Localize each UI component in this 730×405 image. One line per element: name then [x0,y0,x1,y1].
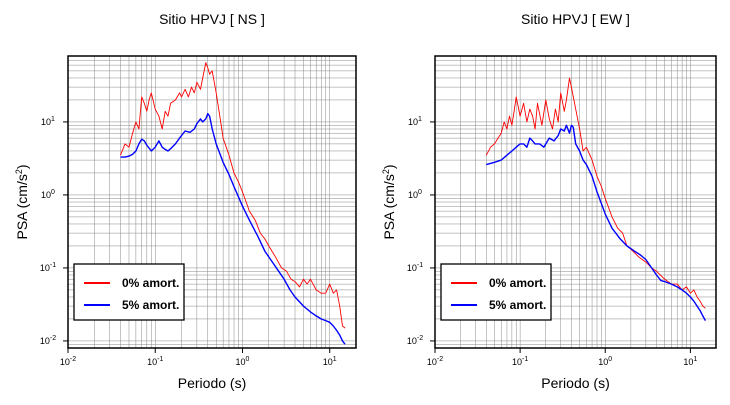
x-tick-exponent: 1 [693,356,697,363]
x-tick-base: 10 [683,357,693,367]
y-axis-label: PSA (cm/s2) [381,164,397,239]
series-line-blue [120,112,346,345]
x-tick-base: 10 [323,357,333,367]
x-tick-label: 10-2 [427,356,443,367]
legend: 0% amort. 5% amort. [440,263,552,321]
y-tick-exponent: -1 [417,262,423,269]
y-tick-label: 100 [41,189,55,200]
y-tick-base: 10 [407,336,417,346]
x-tick-exponent: -2 [437,356,443,363]
y-tick-label: 10-1 [407,262,423,273]
legend-label: 0% amort. [489,276,546,290]
y-tick-exponent: 0 [51,189,55,196]
x-axis-label: Periodo (s) [541,375,609,391]
legend-box [440,263,552,321]
y-tick-exponent: -2 [417,335,423,342]
legend-label: 5% amort. [122,298,179,312]
series-line-blue [486,124,707,321]
plot-frame [434,55,717,349]
plot-frame [67,55,357,349]
x-tick-label: 100 [236,356,250,367]
y-tick-exponent: -2 [50,335,56,342]
x-tick-label: 10-1 [147,356,163,367]
legend: 0% amort. 5% amort. [73,263,185,321]
y-tick-exponent: 1 [51,116,55,123]
x-tick-exponent: -1 [522,356,528,363]
series-line-red [120,62,346,329]
y-tick-exponent: 1 [418,116,422,123]
x-tick-exponent: 1 [333,356,337,363]
x-tick-base: 10 [512,357,522,367]
y-tick-base: 10 [407,263,417,273]
x-tick-label: 101 [683,356,697,367]
x-tick-label: 10-2 [60,356,76,367]
x-tick-label: 100 [598,356,612,367]
x-tick-label: 101 [323,356,337,367]
x-tick-exponent: 0 [246,356,250,363]
series-line-red [485,77,706,309]
y-tick-base: 10 [408,117,418,127]
legend-label: 0% amort. [122,276,179,290]
y-axis-label-main: PSA (cm/s [381,174,397,239]
x-axis-label: Periodo (s) [178,375,246,391]
x-tick-exponent: 0 [608,356,612,363]
legend-label: 5% amort. [489,298,546,312]
chart-title: Sitio HPVJ [ NS ] [159,11,265,27]
y-tick-base: 10 [41,190,51,200]
y-tick-label: 10-1 [40,262,56,273]
legend-box [73,263,185,321]
y-tick-label: 100 [408,189,422,200]
y-tick-base: 10 [40,336,50,346]
x-tick-base: 10 [598,357,608,367]
y-tick-base: 10 [41,117,51,127]
x-tick-base: 10 [60,357,70,367]
x-tick-base: 10 [236,357,246,367]
y-tick-base: 10 [408,190,418,200]
y-tick-label: 101 [408,116,422,127]
x-tick-base: 10 [427,357,437,367]
y-axis-label-superscript: 2 [14,169,24,174]
y-tick-exponent: 0 [418,189,422,196]
x-tick-label: 10-1 [512,356,528,367]
chart-title: Sitio HPVJ [ EW ] [521,11,630,27]
x-tick-exponent: -2 [70,356,76,363]
y-tick-exponent: -1 [50,262,56,269]
x-tick-base: 10 [147,357,157,367]
y-axis-label-tail: ) [14,164,30,169]
y-tick-base: 10 [40,263,50,273]
y-axis-label-superscript: 2 [381,169,391,174]
x-tick-exponent: -1 [157,356,163,363]
y-tick-label: 10-2 [40,335,56,346]
y-axis-label: PSA (cm/s2) [14,164,30,239]
y-tick-label: 101 [41,116,55,127]
y-tick-label: 10-2 [407,335,423,346]
y-axis-label-tail: ) [381,164,397,169]
y-axis-label-main: PSA (cm/s [14,174,30,239]
